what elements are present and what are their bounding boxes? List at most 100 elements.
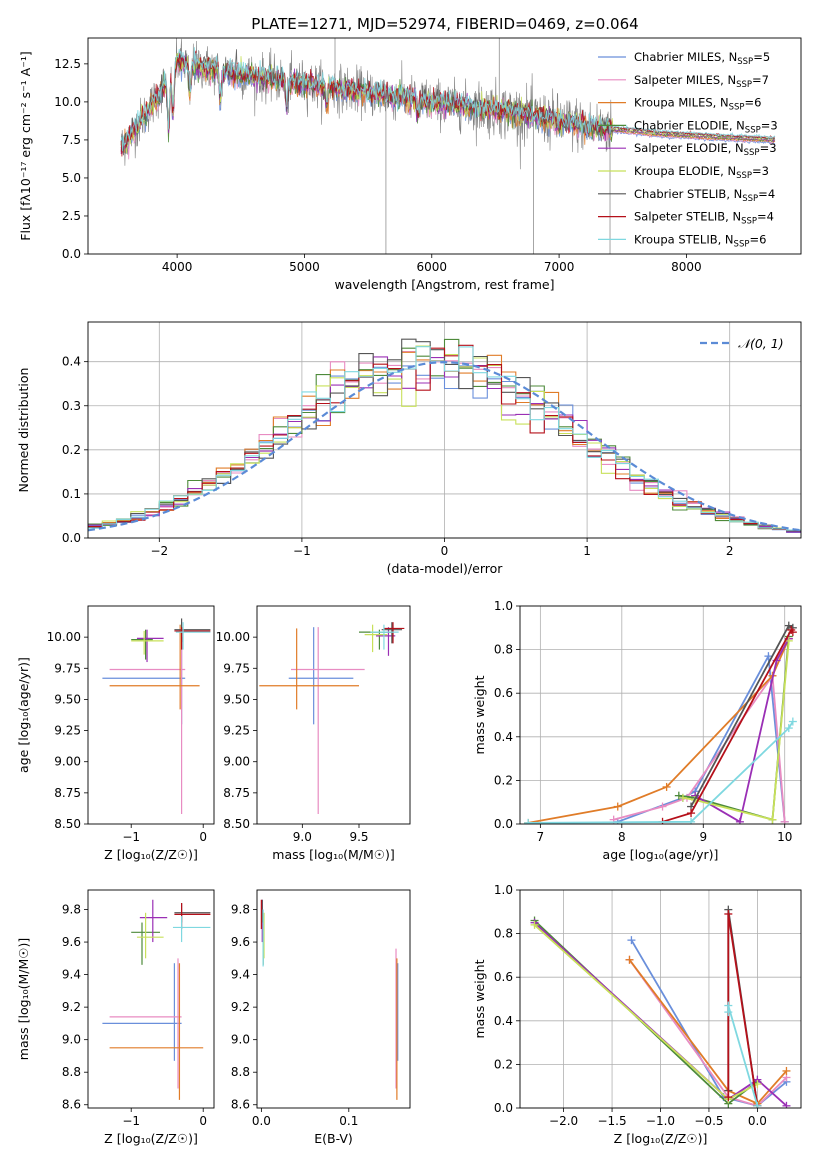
errorbar-point [172, 916, 211, 943]
figure-title: PLATE=1271, MJD=52974, FIBERID=0469, z=0… [251, 15, 638, 33]
legend-nssp-prefix: , N [713, 96, 729, 110]
legend-nssp-subscript: SSP [745, 125, 761, 135]
axes-border [87, 889, 215, 1109]
plus-marker [687, 809, 696, 818]
legend-nssp-prefix: , N [726, 187, 742, 201]
errorbar-point [383, 622, 405, 644]
y-tick-label: 0.1 [62, 487, 81, 501]
x-axis-label: Z [log₁₀(Z/Z☉)] [104, 847, 198, 862]
y-axis-label: age [log₁₀(age/yr)] [16, 657, 31, 773]
y-tick-label: 8.75 [223, 786, 250, 800]
legend-nssp-value: 4 [768, 187, 775, 201]
x-tick-label: 0.0 [252, 1114, 271, 1128]
plus-marker [658, 802, 667, 811]
errorbar-point [174, 627, 211, 650]
legend-nssp-value: 6 [759, 232, 766, 246]
axes-frame: 9.0 9.5 8.50 8.75 9.00 9.25 9.50 9.75 10.00 mass … [216, 605, 411, 862]
y-tick-label: 9.50 [54, 692, 81, 706]
plus-marker [613, 802, 622, 811]
plus-marker [784, 724, 793, 733]
plot-area [102, 899, 211, 1100]
x-axis-label: E(B-V) [314, 1131, 353, 1146]
series-line [694, 638, 790, 824]
y-tick-label: 0.6 [494, 970, 513, 984]
x-tick-label: −2.0 [549, 1114, 578, 1128]
x-tick-label: 2 [726, 544, 734, 558]
errorbar-point [291, 627, 365, 815]
plus-marker [530, 920, 539, 929]
x-tick-label: 4000 [162, 260, 193, 274]
y-tick-label: 9.25 [54, 724, 81, 738]
plot-area [260, 899, 399, 1100]
errorbar-point [131, 629, 153, 660]
x-axis-label: Z [log₁₀(Z/Z☉)] [104, 1131, 198, 1146]
x-tick-label: 8 [618, 830, 626, 844]
errorbar-point [288, 627, 354, 725]
y-tick-label: 10.00 [216, 630, 250, 644]
legend-nssp-subscript: SSP [734, 239, 750, 249]
y-tick-label: 8.6 [62, 1098, 81, 1112]
residual-histogram-step [88, 344, 801, 531]
series-line [528, 721, 794, 824]
y-tick-label: 9.6 [231, 935, 250, 949]
errorbar-point [102, 963, 182, 1061]
x-tick-label: −0.5 [694, 1114, 723, 1128]
errorbar-point [136, 629, 164, 663]
x-tick-label: −2 [150, 544, 168, 558]
panels: 4000 5000 6000 7000 80000.02.55.07.510.012.5… [16, 37, 802, 1146]
legend-label: Salpeter MILES, NSSP=7 [634, 73, 769, 90]
y-tick-label: 0.0 [62, 531, 81, 545]
plus-marker [524, 818, 533, 824]
legend-series-name: Salpeter ELODIE [634, 141, 728, 155]
axes-border [87, 321, 802, 539]
x-tick-label: 8000 [671, 260, 702, 274]
legend-series-name: Chabrier ELODIE [634, 118, 729, 132]
x-tick-label: 0.0 [748, 1114, 767, 1128]
y-tick-label: 8.75 [54, 786, 81, 800]
legend-nssp-subscript: SSP [737, 57, 753, 67]
legend-nssp-prefix: , N [728, 141, 744, 155]
axes-border [256, 889, 411, 1109]
y-tick-label: 12.5 [54, 57, 81, 71]
errorbar-point [109, 963, 204, 1100]
y-tick-label: 9.8 [231, 903, 250, 917]
series-line [662, 628, 794, 823]
legend-nssp-subscript: SSP [744, 148, 760, 158]
legend-nssp-value: 3 [770, 118, 777, 132]
plot-area [259, 622, 405, 815]
errorbar-point [109, 958, 182, 1089]
legend-series-name: Kroupa STELIB [634, 232, 718, 246]
legend-label: Salpeter ELODIE, NSSP=3 [634, 141, 777, 158]
y-tick-label: 8.50 [223, 817, 250, 831]
plot-area [88, 338, 801, 533]
errorbar-point [109, 637, 186, 815]
legend-nssp-prefix: , N [729, 118, 745, 132]
legend-series-name: Kroupa MILES [634, 96, 713, 110]
legend-label: Chabrier STELIB, NSSP=4 [634, 187, 775, 204]
legend-nssp-prefix: , N [725, 210, 741, 224]
axes-frame: −2 −1 0 1 2 0.0 0.1 0.2 0.3 0.4 (data-model)/error… [16, 321, 802, 576]
legend-nssp-prefix: , N [720, 164, 736, 178]
x-tick-label: −1 [122, 1114, 140, 1128]
panel-age-vs-mass: 9.0 9.5 8.50 8.75 9.00 9.25 9.50 9.75 10.00 mass … [216, 605, 411, 862]
axes-frame: 4000 5000 6000 7000 8000 0.0 2.5 5.0 7.5 10.0 12.5… [18, 37, 802, 292]
errorbar-point [381, 622, 403, 644]
normal-reference-curve [88, 360, 801, 532]
plot-area [524, 621, 797, 824]
legend-nssp-subscript: SSP [736, 171, 752, 181]
y-tick-label: 9.2 [231, 1000, 250, 1014]
legend-nssp-value: 5 [763, 50, 770, 64]
y-tick-label: 0.4 [494, 730, 513, 744]
axes-border [87, 37, 802, 255]
y-tick-label: 9.00 [223, 755, 250, 769]
y-tick-label: 8.50 [54, 817, 81, 831]
x-tick-label: 5000 [289, 260, 320, 274]
legend-nssp-prefix: , N [721, 50, 737, 64]
plus-marker [687, 817, 696, 824]
y-tick-label: 5.0 [62, 171, 81, 185]
model-spectrum-line [120, 50, 775, 157]
y-tick-label: 0.3 [62, 399, 81, 413]
legend-nssp-value: 7 [762, 73, 769, 87]
y-tick-label: 1.0 [494, 599, 513, 613]
